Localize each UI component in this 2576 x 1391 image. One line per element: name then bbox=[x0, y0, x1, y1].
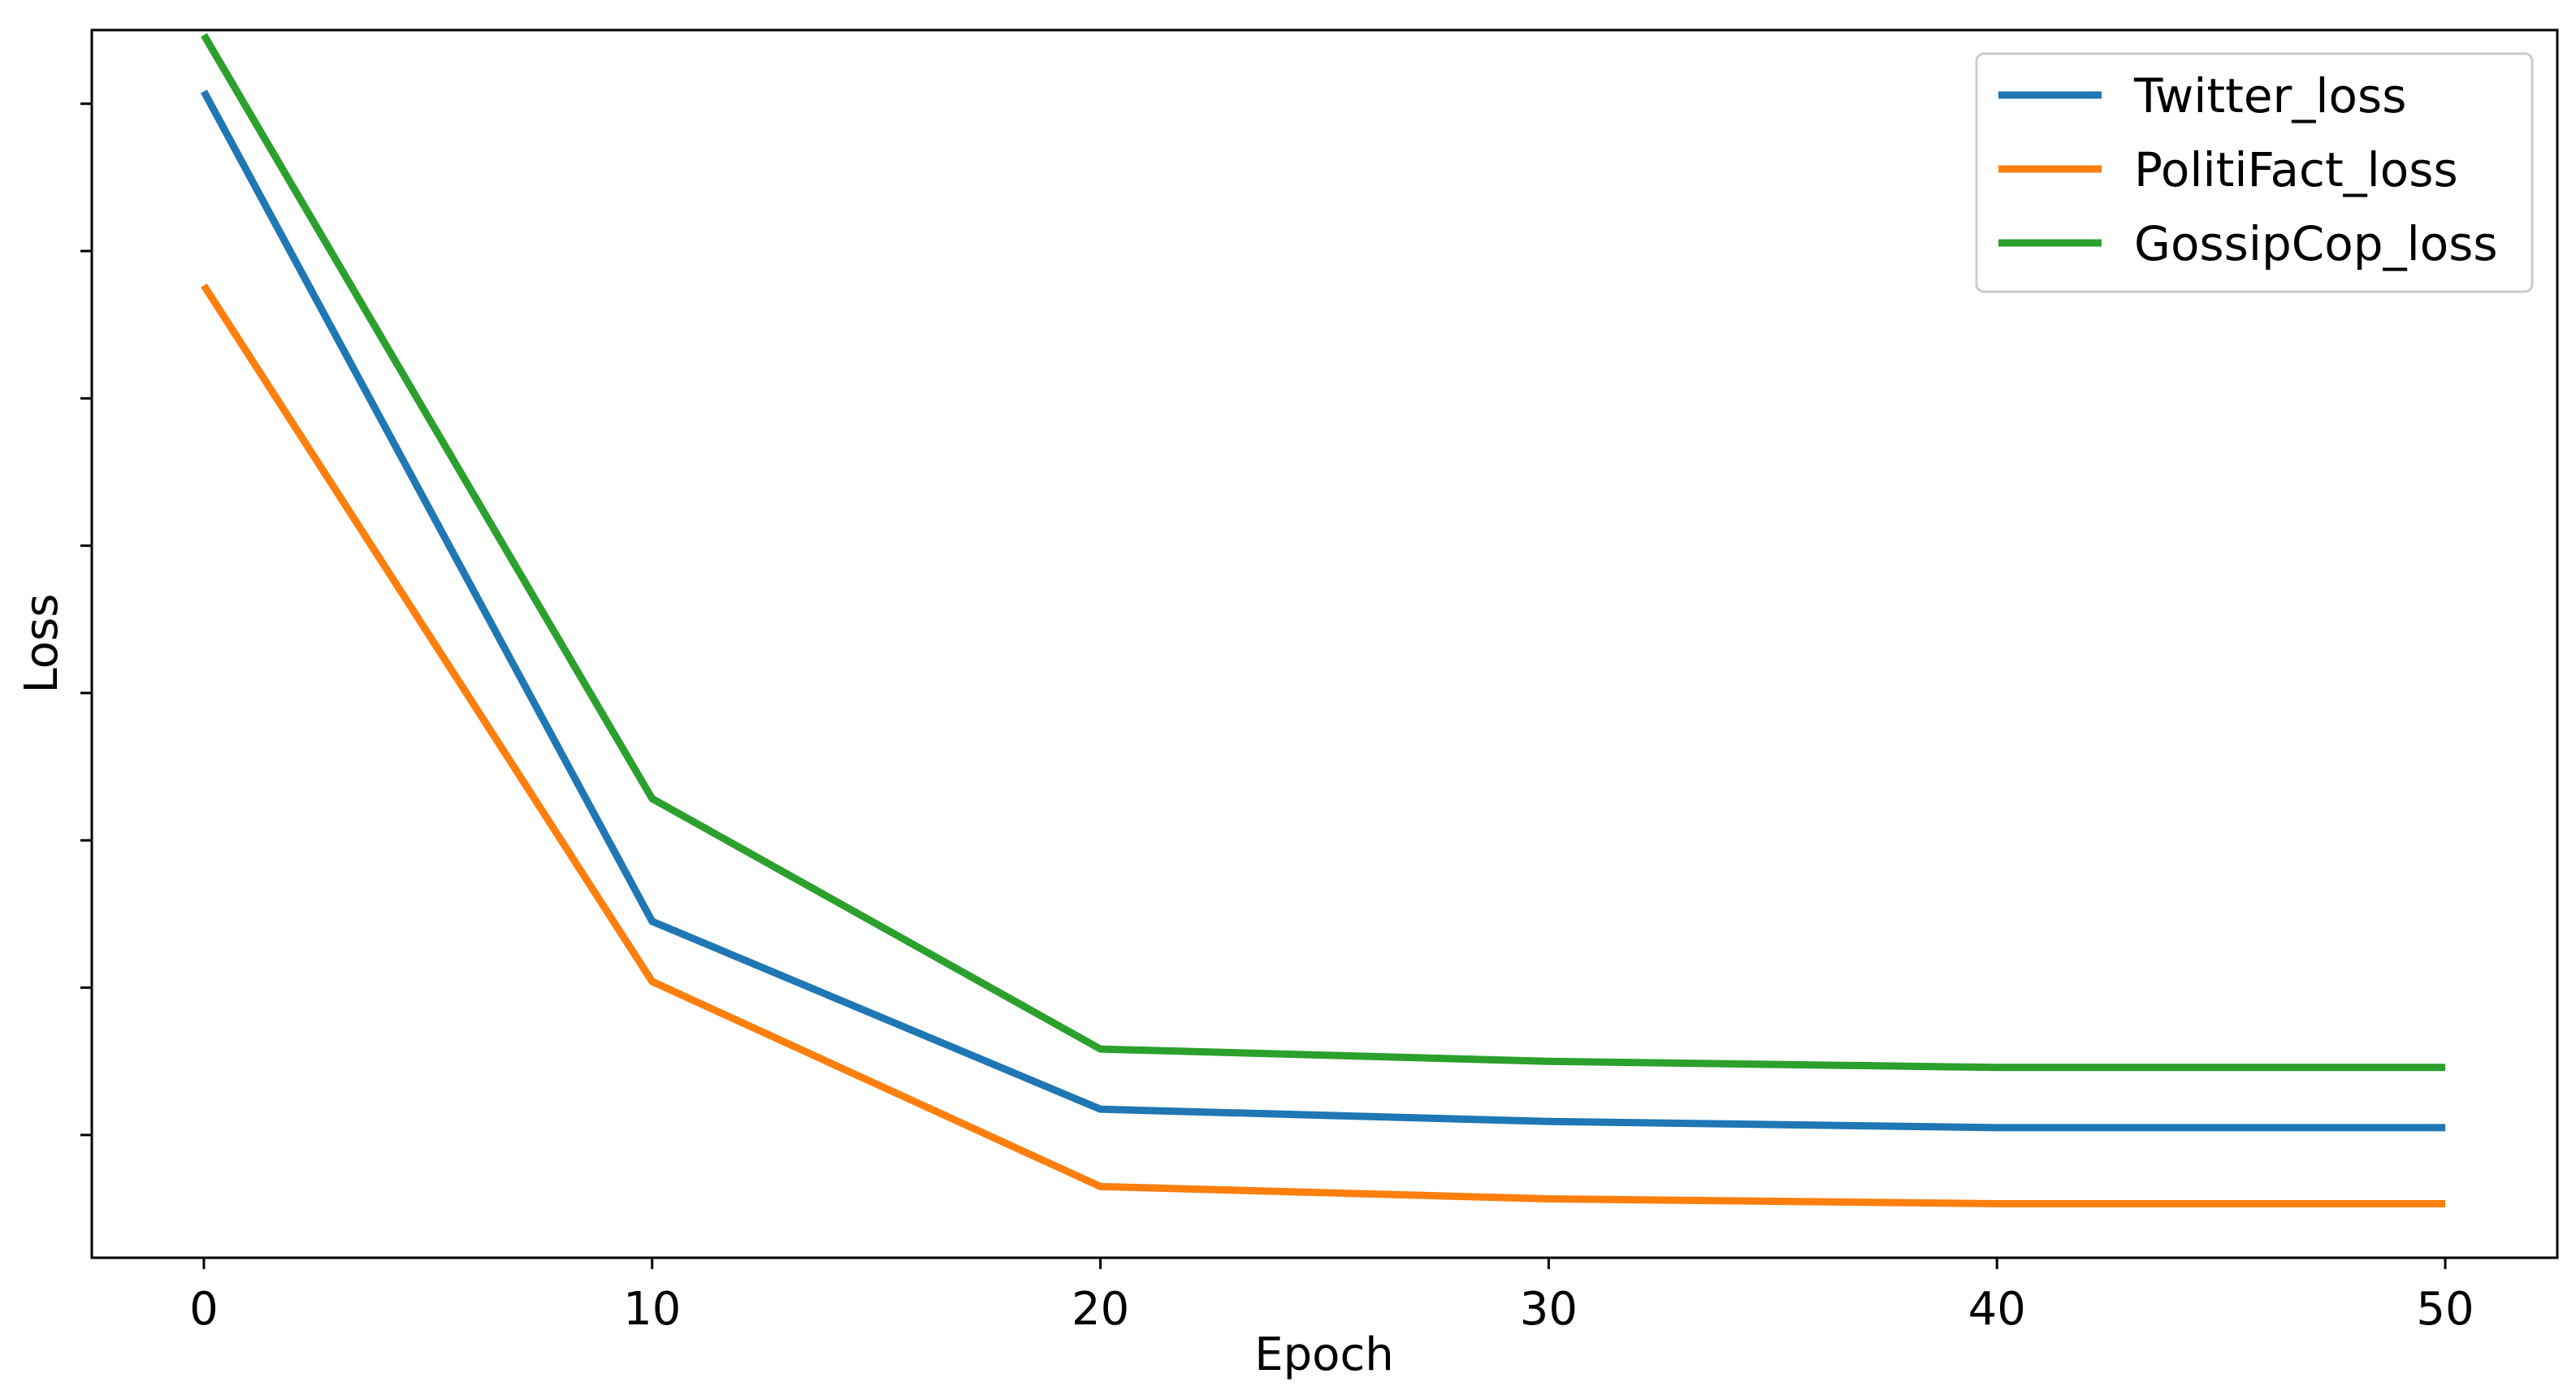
legend-box bbox=[1975, 52, 2534, 293]
x-tick-label: 30 bbox=[1520, 1283, 1578, 1336]
series-line-twitter-loss bbox=[200, 89, 2446, 1132]
plot-frame bbox=[90, 28, 2559, 1259]
x-tick-label: 40 bbox=[1968, 1283, 2026, 1336]
x-tick-label: 10 bbox=[623, 1283, 681, 1336]
x-axis-label: Epoch bbox=[1254, 1328, 1393, 1381]
series-line-politifact-loss bbox=[201, 283, 2446, 1208]
x-tick-label: 50 bbox=[2416, 1283, 2474, 1336]
x-axis-ticks: 0 10 20 30 40 50 bbox=[189, 1258, 2474, 1336]
legend-label: GossipCop_loss bbox=[2134, 216, 2498, 271]
legend-label: Twitter_loss bbox=[2133, 68, 2406, 124]
x-tick-label: 0 bbox=[189, 1283, 219, 1336]
legend: Twitter_loss PolitiFact_loss GossipCop_los… bbox=[1975, 52, 2534, 293]
series-line-gossipcop-loss bbox=[201, 32, 2446, 1072]
y-axis-label: Loss bbox=[15, 594, 68, 694]
x-tick-label: 20 bbox=[1072, 1283, 1129, 1336]
legend-label: PolitiFact_loss bbox=[2134, 142, 2458, 197]
series-lines bbox=[200, 32, 2446, 1208]
y-axis-ticks bbox=[80, 102, 92, 1137]
